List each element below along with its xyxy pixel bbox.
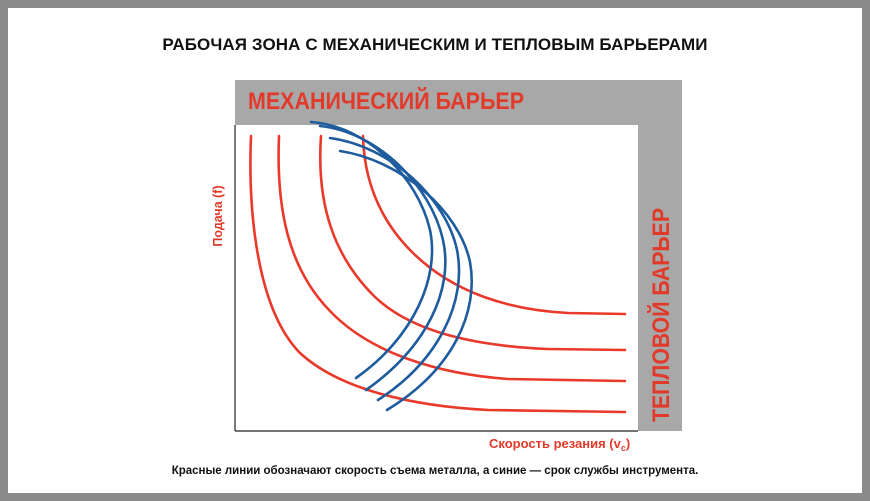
blue-curve-4 (338, 149, 473, 412)
diagram-title: РАБОЧАЯ ЗОНА С МЕХАНИЧЕСКИМ И ТЕПЛОВЫМ Б… (162, 35, 708, 54)
x-axis-label-close: ) (626, 436, 630, 451)
red-curve-1 (249, 134, 627, 414)
working-zone-diagram: МЕХАНИЧЕСКИЙ БАРЬЕР ТЕПЛОВОЙ БАРЬЕР Пода… (211, 80, 682, 453)
diagram-caption: Красные линии обозначают скорость съема … (171, 465, 699, 477)
blue-curve-2 (318, 124, 447, 392)
mechanical-barrier-band (235, 80, 682, 125)
tool-life-curves (309, 120, 473, 412)
mechanical-barrier-label: МЕХАНИЧЕСКИЙ БАРЬЕР (248, 87, 524, 115)
x-axis-label-main: Скорость резания (v (489, 436, 622, 451)
slide-page: РАБОЧАЯ ЗОНА С МЕХАНИЧЕСКИМ И ТЕПЛОВЫМ Б… (8, 8, 862, 493)
thermal-barrier-band (638, 125, 682, 431)
red-curve-4 (361, 134, 627, 316)
x-axis-label-subscript: c (621, 443, 626, 453)
thermal-barrier-label: ТЕПЛОВОЙ БАРЬЕР (647, 208, 675, 422)
red-curve-3 (319, 134, 627, 352)
y-axis-label: Подача (f) (211, 185, 225, 246)
metal-removal-curves (249, 134, 627, 414)
blue-curve-3 (328, 136, 461, 402)
x-axis-label: Скорость резания (vc) (489, 436, 630, 453)
red-curve-2 (277, 134, 627, 383)
